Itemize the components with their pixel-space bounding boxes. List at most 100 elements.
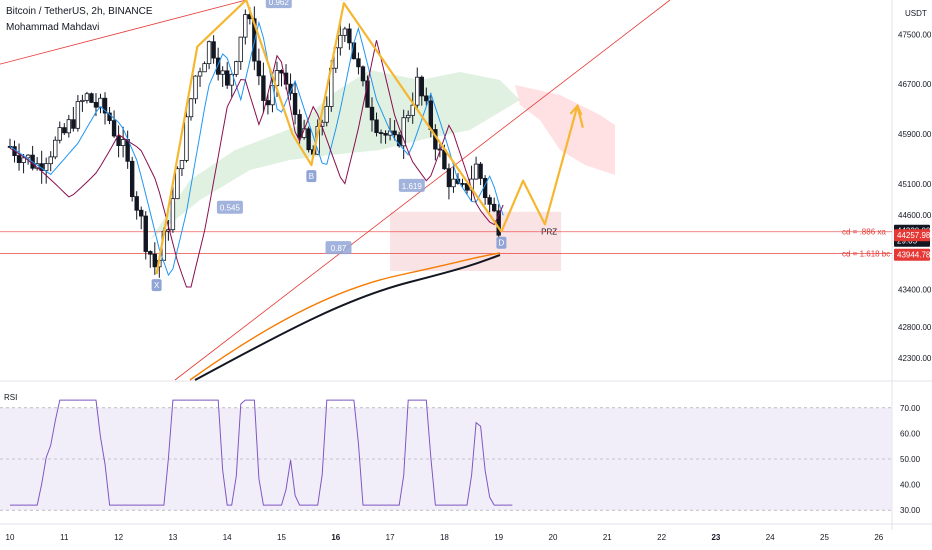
candle-bear <box>383 133 388 136</box>
symbol-title: Bitcoin / TetherUS, 2h, BINANCE <box>6 6 153 17</box>
candle-bear <box>16 155 22 163</box>
candle-bear <box>93 102 99 108</box>
author-name: Mohammad Mahdavi <box>6 22 100 33</box>
price-axis-unit: USDT <box>905 9 927 18</box>
candle-bear <box>442 149 447 170</box>
prz-label: PRZ <box>541 228 557 237</box>
time-tick-label: 12 <box>114 533 123 542</box>
candle-bull <box>202 63 207 73</box>
candle-bear <box>265 100 271 106</box>
time-tick-label: 10 <box>6 533 15 542</box>
candle-bear <box>224 70 230 86</box>
candle-bear <box>152 253 157 268</box>
candle-bull <box>179 160 185 170</box>
ema-orange <box>189 252 501 381</box>
candle-bull <box>206 41 212 65</box>
candle-bear <box>496 210 501 236</box>
price-tick-label: 43400.00 <box>898 286 932 295</box>
candle-bear <box>356 58 361 68</box>
point-badge <box>496 236 507 249</box>
candle-bull <box>229 73 234 86</box>
rsi-tick-label: 70.00 <box>900 404 921 413</box>
candle-bear <box>446 168 452 188</box>
xabcd-pattern <box>155 0 503 275</box>
candle-bull <box>98 97 103 108</box>
point-badge <box>151 279 162 292</box>
candle-bear <box>478 163 483 179</box>
candle-bear <box>428 100 434 130</box>
ratio-label: 0.87 <box>331 244 347 253</box>
candle-bull <box>21 157 26 163</box>
price-tick-label: 44600.00 <box>898 211 932 220</box>
candle-bear <box>215 57 221 75</box>
time-tick-label: 25 <box>820 533 829 542</box>
candle-bull <box>410 104 415 116</box>
candle-bull <box>188 98 194 118</box>
candle-bear <box>139 209 144 217</box>
candle-bear <box>256 60 262 77</box>
rsi-tick-label: 40.00 <box>900 481 921 490</box>
rsi-title: RSI <box>4 393 17 402</box>
time-tick-label: 18 <box>440 533 449 542</box>
price-tick-label: 42300.00 <box>898 354 932 363</box>
candle-bull <box>405 114 411 119</box>
candle-bear <box>107 112 112 121</box>
candle-bear <box>143 215 148 252</box>
price-tick-label: 45900.00 <box>898 130 932 139</box>
candle-bear <box>378 132 384 135</box>
ichimoku-cloud <box>150 70 615 240</box>
time-tick-label: 24 <box>766 533 775 542</box>
price-badge <box>894 248 930 261</box>
point-label: B <box>309 172 314 181</box>
time-tick-label: 23 <box>711 533 720 542</box>
price-badge-label: 44257.98 <box>897 231 931 240</box>
candle-bear <box>71 119 76 129</box>
projection-arrowhead <box>569 103 583 116</box>
candle-bull <box>234 61 239 75</box>
candle-bear <box>288 83 293 94</box>
candle-bull <box>274 70 280 87</box>
point-badge <box>306 170 317 183</box>
candle-bull <box>243 14 248 38</box>
candle-bull <box>184 116 189 161</box>
rsi-tick-label: 30.00 <box>900 506 921 515</box>
time-tick-label: 13 <box>168 533 177 542</box>
candle-bull <box>473 163 479 180</box>
ratio-badge <box>265 0 292 9</box>
candle-bull <box>57 127 62 141</box>
candle-bull <box>53 139 58 158</box>
candle-bull <box>166 229 171 232</box>
ema-black <box>194 254 501 381</box>
time-tick-label: 22 <box>657 533 666 542</box>
candle-bull <box>75 101 81 129</box>
prz-zone <box>390 211 562 271</box>
ratio-badge <box>216 200 243 214</box>
candle-bull <box>44 163 49 171</box>
price-badge-countdown: 29:05 <box>897 237 918 246</box>
candle-bear <box>102 97 108 114</box>
price-tick-label: 42800.00 <box>898 323 932 332</box>
kijun-line <box>9 40 504 288</box>
candle-bear <box>292 92 298 115</box>
cd-line-label: cd = .886 xa <box>842 228 886 237</box>
candle-bear <box>419 76 424 97</box>
candle-bull <box>451 178 456 188</box>
candle-bull <box>415 76 420 106</box>
candle-bear <box>360 66 366 82</box>
time-tick-label: 21 <box>603 533 612 542</box>
time-tick-label: 20 <box>549 533 558 542</box>
time-tick-label: 15 <box>277 533 286 542</box>
candle-bear <box>134 196 139 211</box>
price-badge <box>894 229 930 242</box>
time-tick-label: 14 <box>223 533 232 542</box>
candle-bear <box>392 130 397 136</box>
ratio-label: 0.545 <box>220 204 241 213</box>
ratio-label: 1.619 <box>402 182 423 191</box>
price-tick-label: 47500.00 <box>898 30 932 39</box>
candle-bear <box>62 127 67 134</box>
candle-bear <box>374 119 379 134</box>
candle-bear <box>460 183 465 185</box>
candle-bear <box>491 203 497 212</box>
candle-bull <box>175 168 180 200</box>
